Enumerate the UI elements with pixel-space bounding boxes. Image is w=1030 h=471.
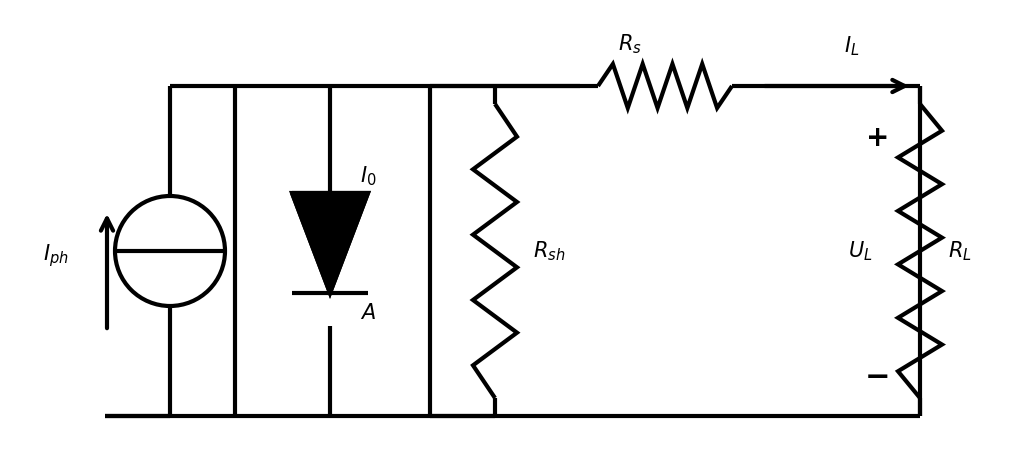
Text: $I_0$: $I_0$	[360, 164, 377, 188]
Text: $I_L$: $I_L$	[845, 34, 860, 58]
Text: +: +	[866, 124, 890, 152]
Text: −: −	[865, 364, 891, 392]
Polygon shape	[291, 193, 368, 293]
Text: $I_{ph}$: $I_{ph}$	[43, 243, 69, 269]
Text: $R_{sh}$: $R_{sh}$	[533, 239, 565, 263]
Text: $R_s$: $R_s$	[618, 32, 642, 56]
Text: $R_L$: $R_L$	[948, 239, 971, 263]
Text: $A$: $A$	[360, 303, 376, 323]
Text: $U_L$: $U_L$	[848, 239, 872, 263]
